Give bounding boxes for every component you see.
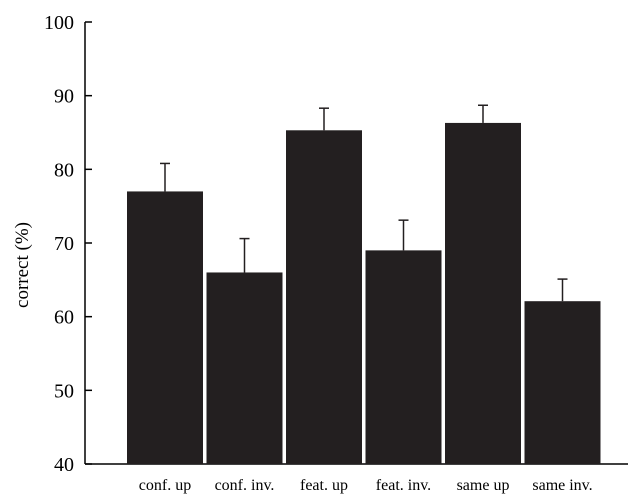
tick-labels: 40 50 60 70 80 90 100 conf. up conf. inv. feat. u… [44, 12, 593, 494]
x-tick-label: same up [457, 477, 510, 494]
x-tick-label: conf. inv. [215, 477, 275, 494]
y-tick-label: 70 [54, 233, 74, 255]
bar [127, 191, 203, 464]
bar [445, 122, 521, 464]
error-bars [160, 104, 568, 302]
bar [524, 301, 601, 464]
bars [127, 122, 601, 465]
x-tick-label: feat. inv. [376, 477, 431, 494]
y-tick-label: 60 [54, 307, 74, 329]
x-tick-label: conf. up [139, 477, 191, 494]
y-tick-label: 40 [54, 454, 74, 476]
bar [206, 272, 283, 464]
y-tick-label: 100 [44, 12, 74, 34]
y-tick-label: 50 [54, 380, 74, 402]
x-tick-label: same inv. [532, 477, 592, 494]
x-tick-label: feat. up [300, 477, 348, 494]
bar [365, 250, 442, 464]
y-tick-label: 90 [54, 86, 74, 108]
bar [286, 130, 362, 465]
y-tick-label: 80 [54, 159, 74, 181]
y-axis-label: correct (%) [12, 222, 33, 308]
